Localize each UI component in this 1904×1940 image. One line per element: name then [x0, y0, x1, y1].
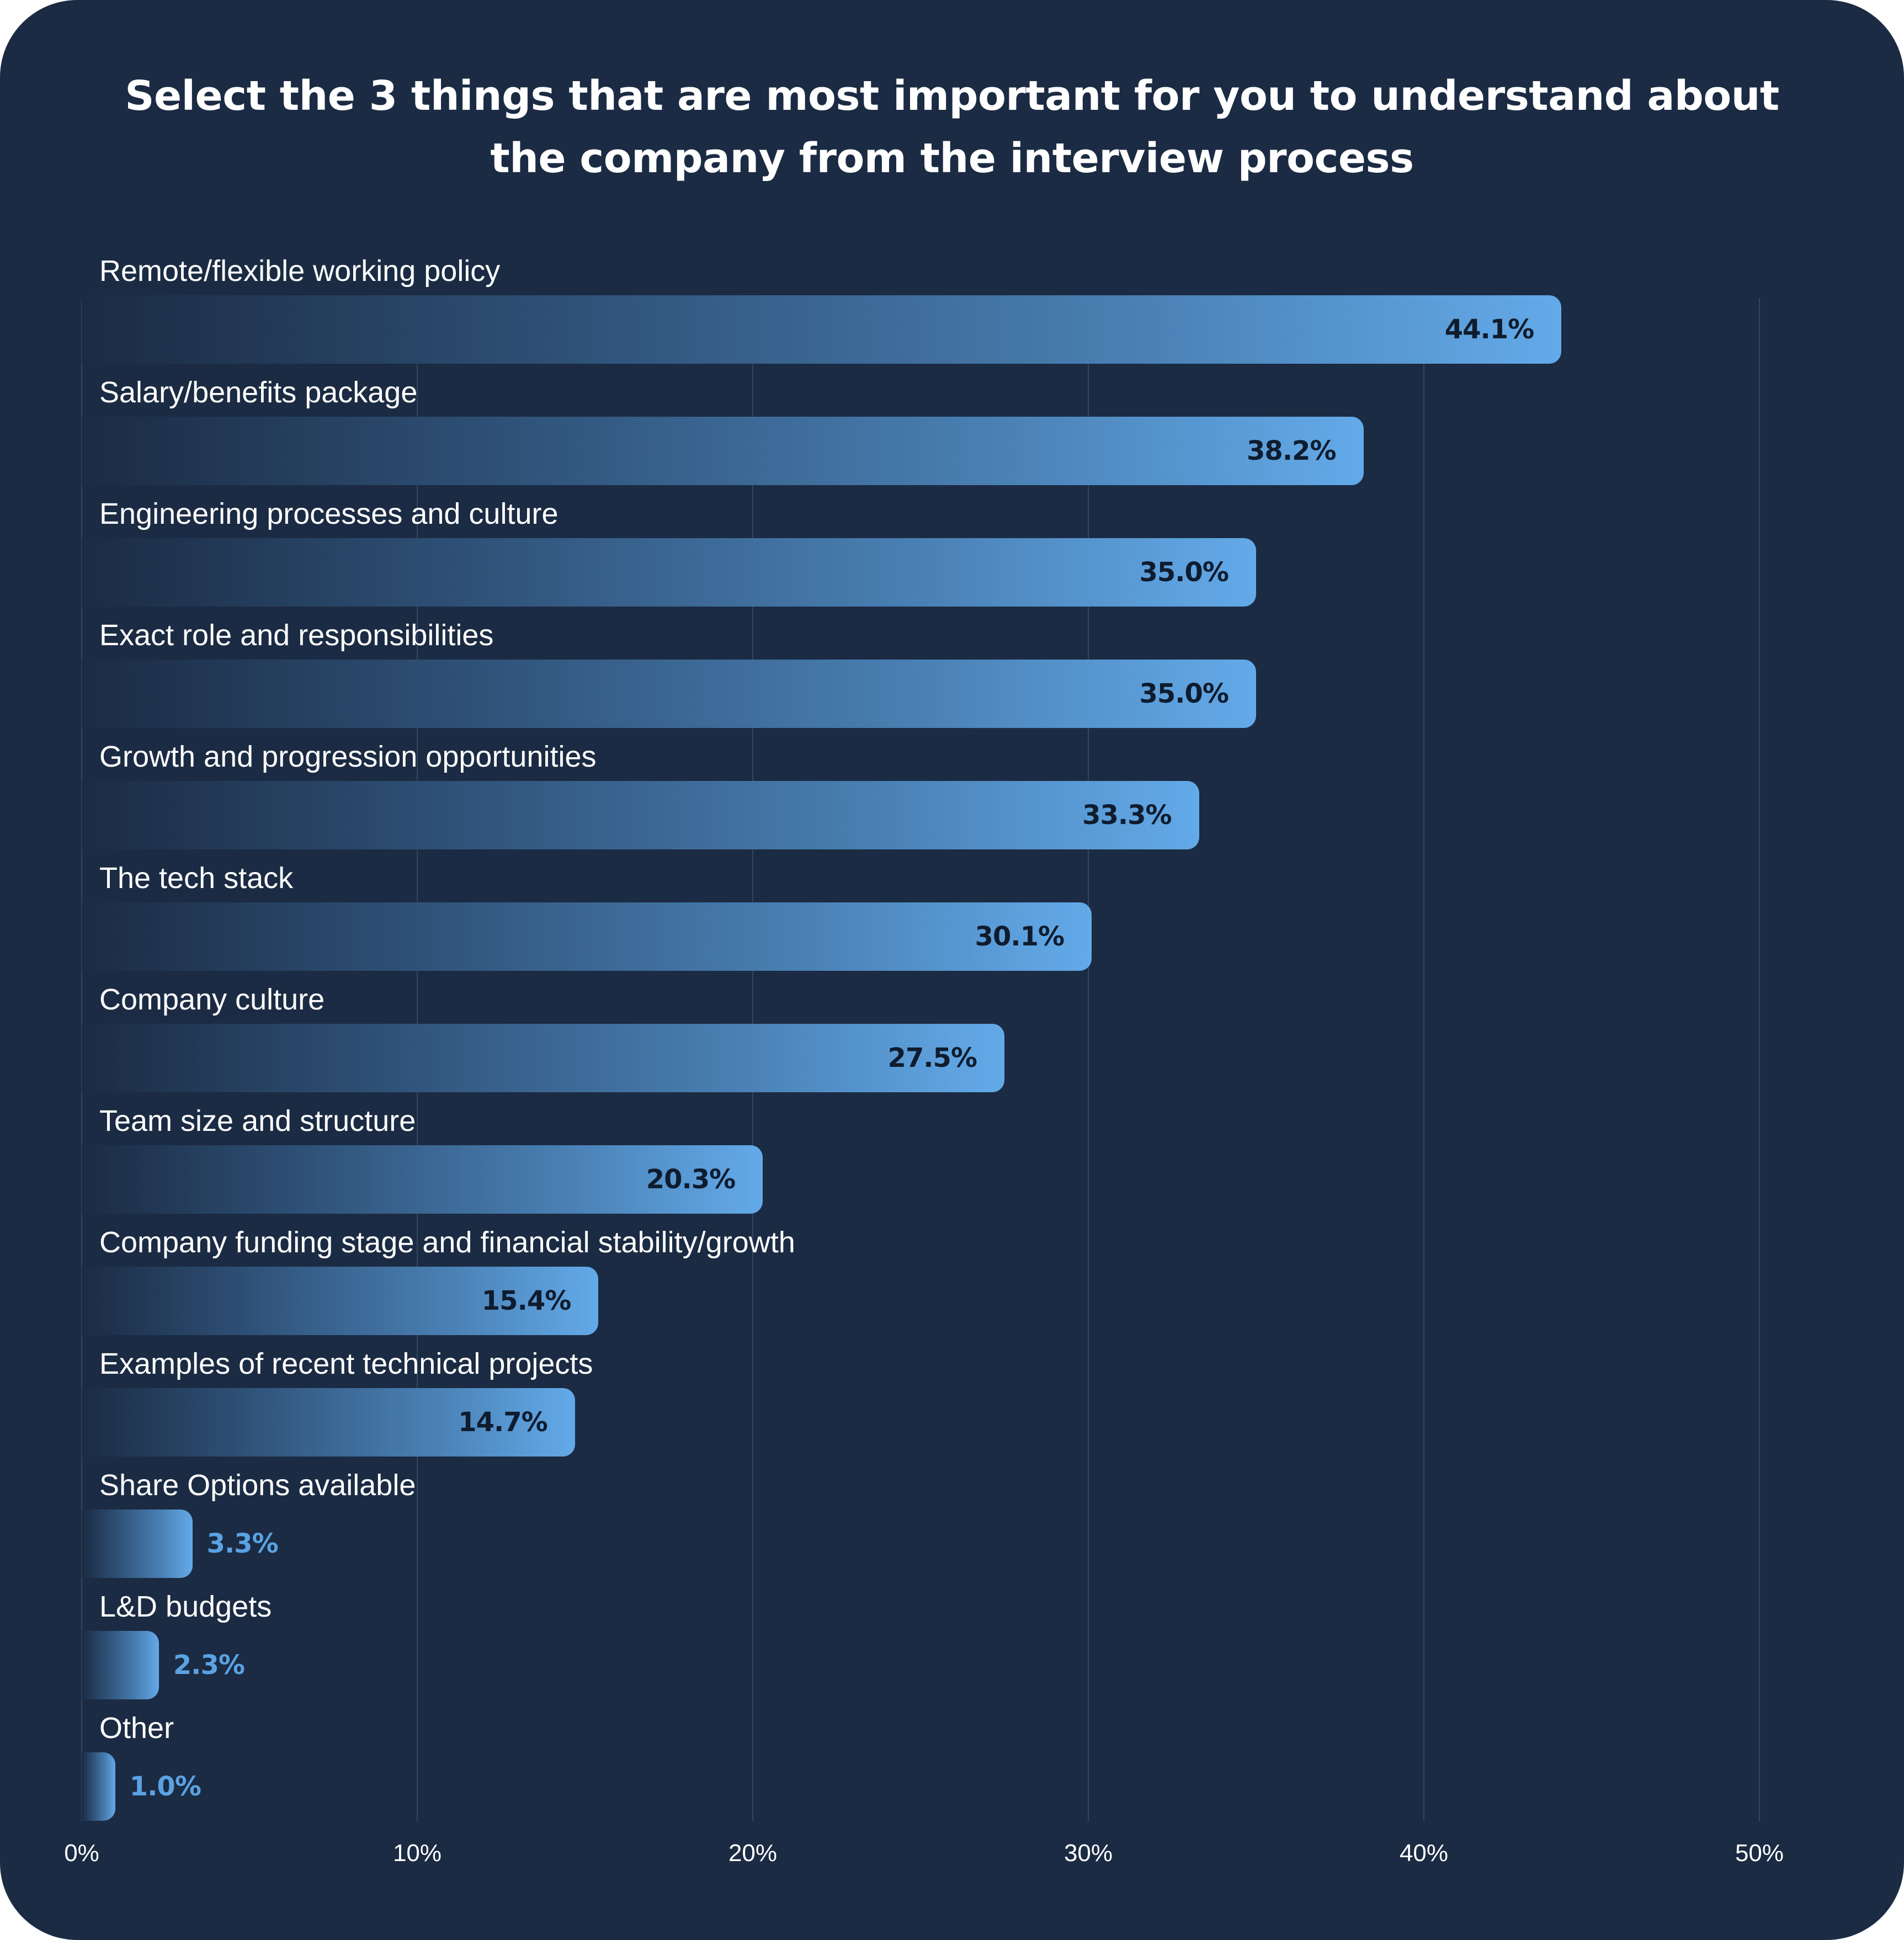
- category-label: Share Options available: [99, 1469, 416, 1502]
- category-label: The tech stack: [99, 862, 294, 895]
- x-tick-label-30: 30%: [1063, 1840, 1113, 1867]
- category-label: Team size and structure: [99, 1104, 416, 1138]
- value-label: 14.7%: [458, 1407, 548, 1438]
- x-tick-label-10: 10%: [392, 1840, 442, 1867]
- value-label: 27.5%: [887, 1043, 977, 1073]
- x-tick-label-50: 50%: [1735, 1840, 1784, 1867]
- bar: [82, 1510, 193, 1578]
- category-label: Company culture: [99, 983, 325, 1016]
- x-tick-label-0: 0%: [64, 1840, 99, 1867]
- value-label: 3.3%: [206, 1528, 279, 1559]
- value-label: 35.0%: [1139, 678, 1229, 709]
- value-label: 44.1%: [1444, 314, 1535, 345]
- bar: [82, 1024, 1004, 1092]
- value-label: 15.4%: [481, 1285, 572, 1316]
- bar: [82, 1145, 763, 1214]
- gridline-50: [1759, 298, 1760, 1821]
- category-label: Other: [99, 1712, 174, 1745]
- category-label: L&D budgets: [99, 1590, 272, 1623]
- chart-title-line-2: the company from the interview process: [490, 135, 1414, 182]
- bar: [82, 538, 1256, 607]
- bar: [82, 417, 1364, 485]
- bar: [82, 1388, 575, 1457]
- value-label: 35.0%: [1139, 557, 1229, 588]
- bar: [82, 1752, 115, 1821]
- category-label: Engineering processes and culture: [99, 497, 559, 530]
- bar: [82, 295, 1562, 364]
- x-tick-label-20: 20%: [728, 1840, 778, 1867]
- bar: [82, 781, 1199, 849]
- bar: [82, 902, 1092, 971]
- chart-title: Select the 3 things that are most import…: [55, 65, 1849, 190]
- value-label: 2.3%: [173, 1650, 245, 1681]
- chart-title-line-1: Select the 3 things that are most import…: [125, 72, 1779, 120]
- gridline-30: [1088, 298, 1089, 1821]
- category-label: Company funding stage and financial stab…: [99, 1226, 795, 1259]
- value-label: 30.1%: [975, 921, 1065, 952]
- bar: [82, 660, 1256, 728]
- value-label: 33.3%: [1082, 800, 1172, 831]
- value-label: 38.2%: [1247, 435, 1337, 466]
- category-label: Remote/flexible working policy: [99, 254, 501, 288]
- value-label: 20.3%: [646, 1164, 736, 1195]
- bar: [82, 1631, 159, 1699]
- category-label: Examples of recent technical projects: [99, 1347, 593, 1380]
- x-tick-label-40: 40%: [1399, 1840, 1449, 1867]
- gridline-40: [1423, 298, 1424, 1821]
- category-label: Salary/benefits package: [99, 376, 418, 409]
- bar: [82, 1267, 599, 1335]
- category-label: Exact role and responsibilities: [99, 619, 494, 652]
- value-label: 1.0%: [129, 1771, 201, 1802]
- category-label: Growth and progression opportunities: [99, 740, 597, 773]
